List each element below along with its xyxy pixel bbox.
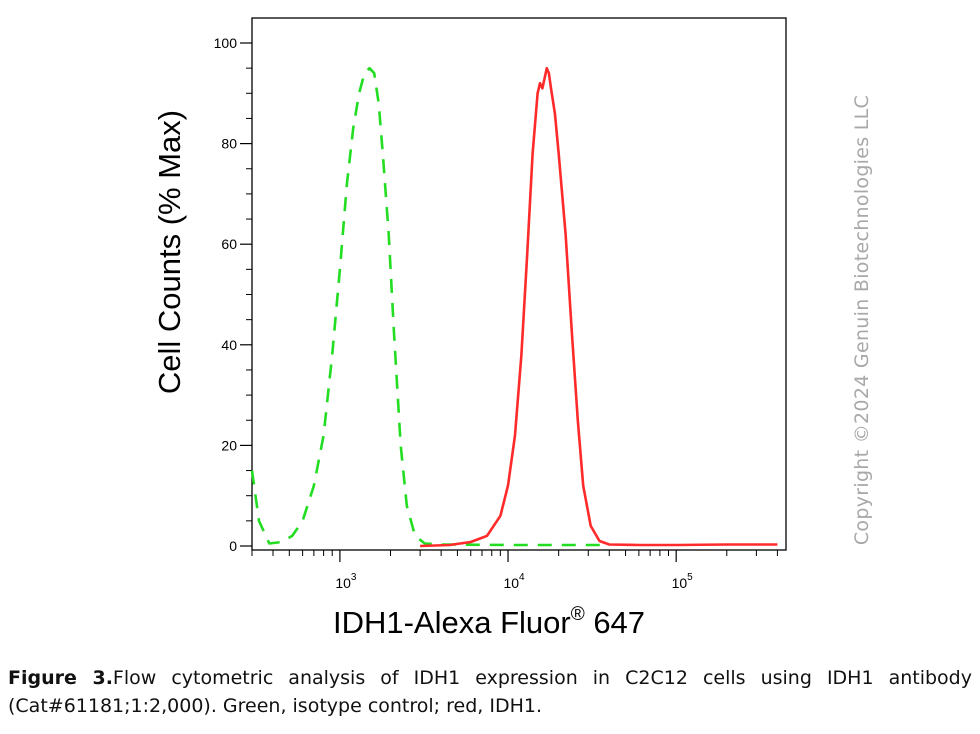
- x-axis-label-sup: ®: [571, 604, 585, 625]
- plot-frame: [251, 17, 787, 551]
- x-axis-label-suffix: 647: [585, 605, 645, 640]
- x-tick-label: 105: [672, 572, 694, 591]
- x-tick-base: 10: [335, 575, 351, 591]
- figure-caption: Figure 3.Flow cytometric analysis of IDH…: [8, 664, 972, 720]
- series-layer: [250, 66, 778, 548]
- x-tick-label: 103: [335, 572, 357, 591]
- x-axis-label-main: IDH1-Alexa Fluor: [333, 605, 571, 640]
- x-axis: 103 104 105: [251, 550, 778, 591]
- y-axis-label: Cell Counts (% Max): [152, 110, 187, 394]
- x-tick-exponent: 4: [519, 572, 525, 583]
- series-line-1: [420, 66, 778, 548]
- x-axis-label: IDH1-Alexa Fluor® 647: [333, 604, 645, 640]
- y-tick-label: 20: [221, 437, 237, 453]
- y-tick-label: 80: [221, 136, 237, 152]
- x-tick-base: 10: [672, 575, 688, 591]
- x-tick-base: 10: [503, 575, 519, 591]
- figure-label: Figure 3.: [8, 667, 113, 689]
- x-tick-exponent: 5: [687, 572, 693, 583]
- y-tick-label: 100: [214, 35, 238, 51]
- y-tick-label: 0: [229, 538, 237, 554]
- y-axis: 0 20 40 60 80 100: [214, 35, 252, 554]
- x-tick-exponent: 3: [351, 572, 357, 583]
- copyright-watermark: Copyright ©2024 Genuin Biotechnologies L…: [851, 94, 873, 546]
- x-tick-label: 104: [503, 572, 525, 591]
- y-tick-label: 40: [221, 337, 237, 353]
- figure-caption-text: Flow cytometric analysis of IDH1 express…: [8, 667, 972, 717]
- series-line-0: [250, 66, 610, 547]
- y-tick-label: 60: [221, 236, 237, 252]
